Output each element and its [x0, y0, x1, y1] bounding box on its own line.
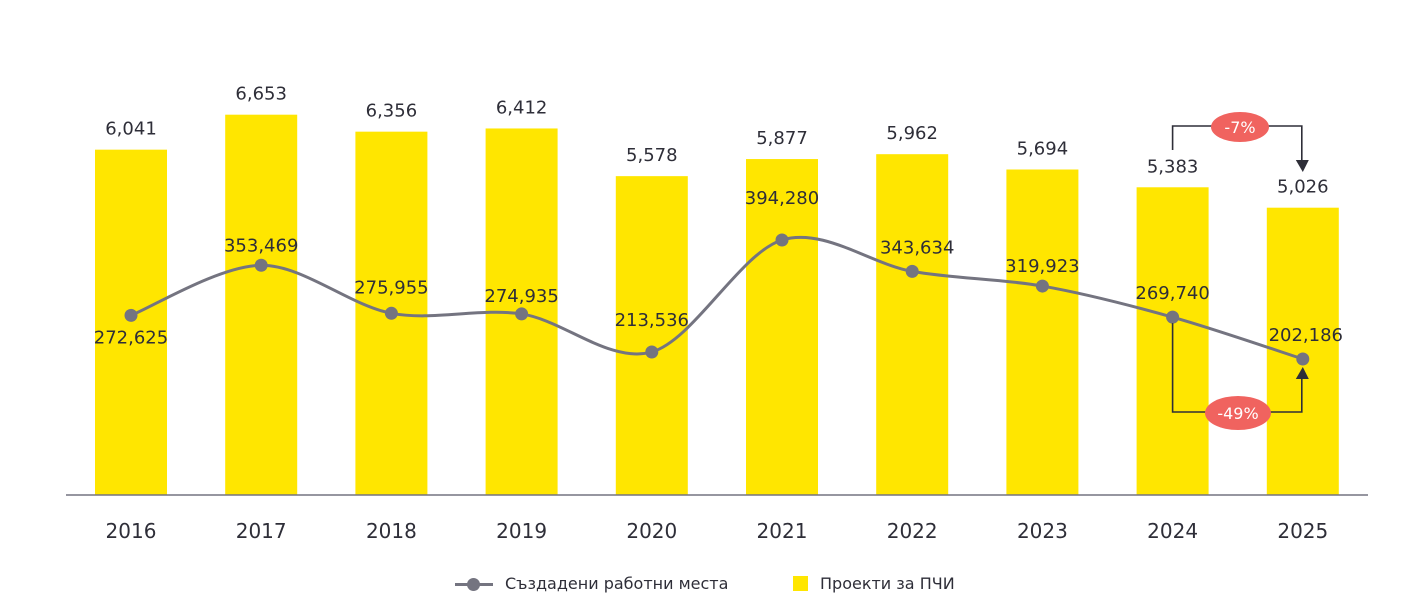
x-axis-ticks: 2016 2017 2018 2019 2020 2021 2022 2023 2024 2025	[106, 519, 1329, 543]
line-point-2018	[384, 306, 398, 320]
legend: Създадени работни места Проекти за ПЧИ	[0, 574, 1415, 604]
bar-labels: 6,041 6,653 6,356 6,412 5,578 5,877 5,962 5,694…	[105, 84, 1328, 198]
line-labels: 272,625 353,469 275,955 274,935 213,536 394,2…	[94, 188, 1343, 348]
line-point-2019	[515, 307, 529, 321]
line-value-label-2021: 394,280	[745, 188, 819, 209]
x-tick-label-2019: 2019	[496, 519, 547, 543]
x-tick-label-2022: 2022	[887, 519, 938, 543]
line-point-2017	[254, 258, 268, 272]
line-value-label-2024: 269,740	[1135, 283, 1209, 304]
bar-2021	[746, 159, 818, 495]
line-value-label-2019: 274,935	[484, 286, 558, 307]
bar-value-label-2017: 6,653	[235, 84, 287, 105]
legend-label-bar: Проекти за ПЧИ	[820, 574, 955, 593]
line-value-label-2017: 353,469	[224, 235, 298, 256]
x-tick-label-2021: 2021	[757, 519, 808, 543]
x-tick-label-2016: 2016	[106, 519, 157, 543]
line-change-badge-label: -49%	[1217, 404, 1258, 423]
line-value-label-2025: 202,186	[1269, 325, 1343, 346]
line-value-label-2023: 319,923	[1005, 256, 1079, 277]
line-point-2024	[1166, 310, 1180, 324]
bar-value-label-2022: 5,962	[886, 123, 938, 144]
line-change-badge	[1205, 396, 1271, 430]
line-point-2020	[645, 345, 659, 359]
line-point-2022	[905, 264, 919, 278]
bar-change-badge-label: -7%	[1224, 118, 1255, 137]
x-tick-label-2018: 2018	[366, 519, 417, 543]
bar-value-label-2016: 6,041	[105, 119, 157, 140]
line-value-label-2020: 213,536	[615, 310, 689, 331]
bar-value-label-2019: 6,412	[496, 97, 548, 118]
chart: 6,041 6,653 6,356 6,412 5,578 5,877 5,962 5,694…	[66, 84, 1368, 543]
line-change-arrow-icon	[1295, 367, 1309, 379]
line-path	[130, 235, 1304, 361]
legend-line-marker-icon	[455, 577, 493, 591]
bar-value-label-2025: 5,026	[1277, 177, 1329, 198]
line-series	[124, 233, 1310, 366]
legend-item-bar: Проекти за ПЧИ	[793, 574, 955, 593]
line-point-2025	[1296, 352, 1310, 366]
x-tick-label-2017: 2017	[236, 519, 287, 543]
bar-change-badge	[1211, 112, 1269, 142]
bar-value-label-2021: 5,877	[756, 128, 808, 149]
bar-2022	[876, 154, 949, 495]
x-tick-label-2023: 2023	[1017, 519, 1068, 543]
x-tick-label-2025: 2025	[1277, 519, 1328, 543]
line-point-2021	[775, 233, 789, 247]
bar-value-label-2020: 5,578	[626, 145, 678, 166]
legend-label-line: Създадени работни места	[505, 574, 729, 593]
x-tick-label-2024: 2024	[1147, 519, 1198, 543]
bar-change-arrow-icon	[1295, 160, 1309, 172]
line-value-label-2022: 343,634	[880, 237, 954, 258]
line-point-2016	[124, 308, 138, 322]
line-value-label-2016: 272,625	[94, 327, 168, 348]
legend-bar-swatch-icon	[793, 576, 808, 591]
legend-item-line: Създадени работни места	[455, 574, 728, 593]
bar-series	[95, 114, 1339, 496]
change-annotations: -7% -49%	[1171, 112, 1309, 430]
bar-value-label-2023: 5,694	[1017, 139, 1069, 160]
line-point-2023	[1035, 279, 1049, 293]
line-value-label-2018: 275,955	[354, 277, 428, 298]
bar-2023	[1006, 169, 1079, 495]
bar-2016	[95, 149, 167, 495]
bar-value-label-2018: 6,356	[366, 101, 418, 122]
bar-2017	[225, 114, 298, 496]
bar-value-label-2024: 5,383	[1147, 156, 1199, 177]
bar-2020	[615, 176, 688, 495]
x-tick-label-2020: 2020	[626, 519, 677, 543]
